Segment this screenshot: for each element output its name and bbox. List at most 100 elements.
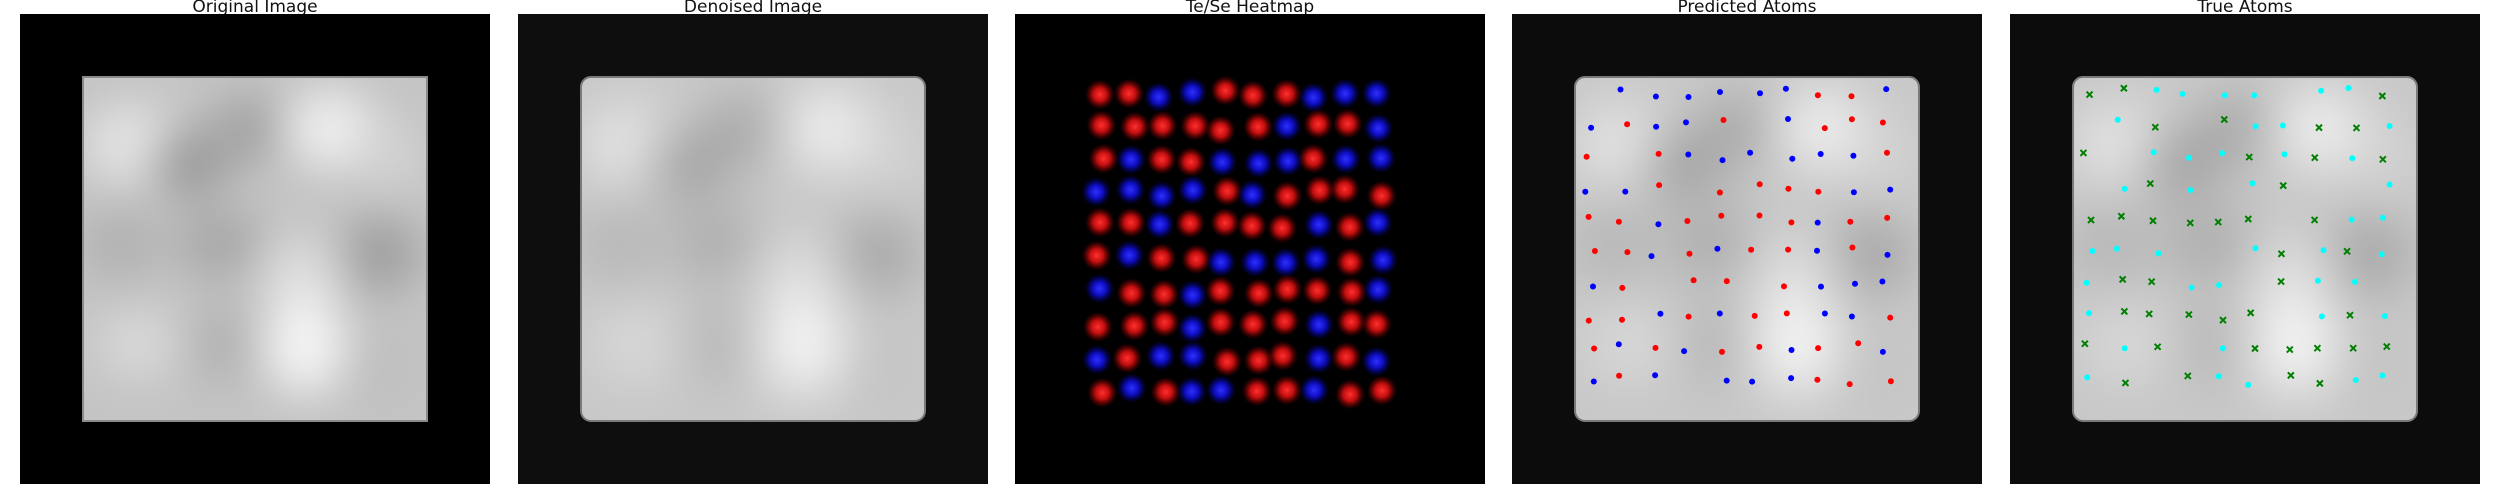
predicted-se-dot xyxy=(1719,157,1726,164)
true-se-cross xyxy=(2315,123,2323,132)
predicted-se-dot xyxy=(1681,348,1688,355)
image-heatmap xyxy=(1015,14,1485,484)
predicted-background xyxy=(1575,77,1919,421)
predicted-se-dot xyxy=(1757,90,1763,97)
predicted-se-dot xyxy=(1655,221,1662,228)
predicted-te-dot xyxy=(1846,381,1853,388)
te-blob xyxy=(1181,244,1212,275)
te-blob xyxy=(1115,207,1146,238)
heatmap-blobs xyxy=(1081,75,1398,410)
se-blob xyxy=(1299,375,1330,405)
predicted-te-dot xyxy=(1848,116,1855,123)
te-blob xyxy=(1147,110,1178,141)
se-blob xyxy=(1081,176,1112,207)
panel-title-predicted: Predicted Atoms xyxy=(1677,0,1817,14)
predicted-te-dot xyxy=(1748,246,1755,253)
te-blob xyxy=(1175,146,1206,177)
predicted-se-dot xyxy=(1883,86,1890,93)
te-blob xyxy=(1119,310,1150,341)
predicted-te-dot xyxy=(1655,150,1662,157)
panel-title-true: True Atoms xyxy=(2197,0,2293,14)
predicted-te-dot xyxy=(1821,125,1828,132)
predicted-se-dot xyxy=(1785,116,1791,122)
panel-title-heatmap: Te/Se Heatmap xyxy=(1185,0,1315,14)
te-blob xyxy=(1146,144,1177,175)
se-blob xyxy=(1273,146,1303,177)
predicted-te-dot xyxy=(1615,218,1622,225)
te-blob xyxy=(1332,108,1363,139)
predicted-te-dot xyxy=(1788,219,1795,226)
true-te-dot xyxy=(2386,181,2393,188)
te-blob xyxy=(1304,175,1335,206)
true-se-cross xyxy=(2117,212,2126,220)
se-blob xyxy=(1177,77,1208,108)
te-blob xyxy=(1210,75,1241,106)
te-blob xyxy=(1335,247,1366,278)
predicted-se-dot xyxy=(1685,94,1692,100)
se-blob xyxy=(1206,375,1236,406)
true-se-cross xyxy=(2343,247,2351,256)
predicted-se-dot xyxy=(1717,89,1723,95)
se-blob xyxy=(1240,247,1270,278)
predicted-te-dot xyxy=(1585,213,1592,220)
true-se-cross xyxy=(2146,179,2154,188)
true-te-dot xyxy=(2249,180,2256,187)
true-se-cross xyxy=(2121,379,2130,387)
te-blob xyxy=(1243,278,1274,309)
se-blob xyxy=(1116,144,1146,175)
predicted-te-dot xyxy=(1616,372,1623,379)
image-true xyxy=(2010,14,2480,484)
true-te-dot xyxy=(2153,86,2160,93)
predicted-se-dot xyxy=(1652,93,1659,100)
te-blob xyxy=(1336,277,1367,308)
predicted-te-dot xyxy=(1879,119,1886,126)
te-blob xyxy=(1298,143,1329,174)
te-blob xyxy=(1205,115,1236,146)
predicted-se-dot xyxy=(1818,283,1824,290)
te-blob xyxy=(1086,110,1117,141)
panel-true: True Atoms xyxy=(2010,0,2480,500)
predicted-te-dot xyxy=(1723,278,1730,285)
te-blob xyxy=(1081,240,1112,271)
true-se-cross xyxy=(2244,215,2252,223)
te-blob xyxy=(1237,80,1268,111)
denoised-image-canvas xyxy=(580,76,926,422)
se-blob xyxy=(1303,209,1334,240)
true-te-dot xyxy=(2279,122,2286,129)
te-blob xyxy=(1269,306,1300,337)
predicted-se-dot xyxy=(1652,372,1659,379)
panel-original: Original Image xyxy=(20,0,490,500)
se-blob xyxy=(1303,309,1334,340)
predicted-se-dot xyxy=(1814,247,1820,254)
se-blob xyxy=(1361,78,1392,109)
panel-heatmap: Te/Se Heatmap xyxy=(1015,0,1485,500)
predicted-te-dot xyxy=(1756,343,1763,350)
true-te-dot xyxy=(2121,345,2128,352)
te-blob xyxy=(1119,111,1150,142)
panel-denoised: Denoised Image xyxy=(518,0,988,500)
te-blob xyxy=(1082,311,1113,342)
se-blob xyxy=(1362,207,1393,238)
te-blob xyxy=(1236,210,1267,241)
predicted-se-dot xyxy=(1653,123,1660,130)
predicted-canvas xyxy=(1574,76,1920,422)
predicted-te-dot xyxy=(1756,181,1763,188)
true-te-dot xyxy=(2219,150,2226,157)
predicted-te-dot xyxy=(1685,313,1692,320)
predicted-te-dot xyxy=(1686,250,1693,257)
predicted-se-dot xyxy=(1850,189,1857,196)
true-se-cross xyxy=(2120,307,2129,316)
predicted-se-dot xyxy=(1747,149,1754,156)
predicted-te-dot xyxy=(1814,92,1821,99)
image-predicted xyxy=(1512,14,1982,484)
te-blob xyxy=(1302,275,1333,306)
te-blob xyxy=(1331,341,1362,372)
predicted-te-dot xyxy=(1684,218,1691,224)
te-blob xyxy=(1267,340,1298,371)
heatmap-canvas xyxy=(1081,75,1398,410)
se-blob xyxy=(1271,111,1302,142)
predicted-se-dot xyxy=(1788,347,1795,353)
true-te-dot xyxy=(2378,251,2385,258)
true-se-cross xyxy=(2151,123,2160,131)
predicted-se-dot xyxy=(1782,85,1789,92)
